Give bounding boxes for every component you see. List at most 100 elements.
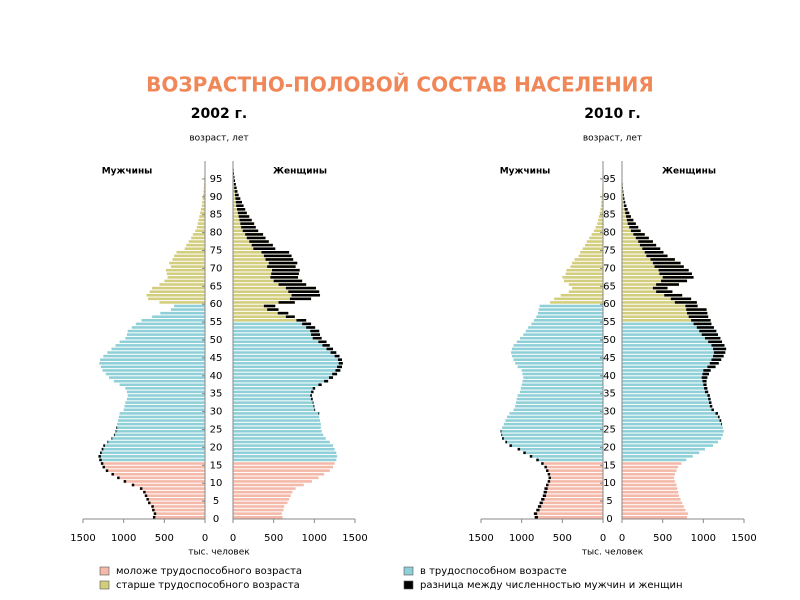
difference-bar [326, 347, 334, 351]
bar [536, 458, 603, 462]
difference-bar [623, 200, 626, 204]
bar [127, 394, 205, 397]
bar [513, 358, 603, 361]
difference-bar [151, 505, 154, 508]
bar [515, 404, 603, 408]
bar [151, 505, 205, 508]
bar [102, 465, 205, 469]
y-tick-label: 0 [606, 514, 612, 525]
bar [170, 265, 205, 268]
bar [196, 225, 205, 229]
bar [595, 225, 603, 229]
bar [537, 505, 603, 508]
x-axis-label: тыс. человек [188, 548, 250, 558]
difference-bar [708, 397, 711, 401]
y-tick-label: 80 [210, 228, 223, 239]
bar [159, 283, 205, 286]
difference-bar [505, 440, 508, 444]
x-tick-label: 0 [619, 533, 625, 544]
bar [533, 512, 603, 515]
bar [117, 419, 205, 422]
bar [521, 383, 603, 387]
bar [622, 447, 705, 451]
bar [537, 311, 603, 315]
bar [233, 462, 335, 465]
bar [195, 229, 205, 233]
difference-bar [100, 451, 102, 455]
bar [511, 351, 603, 354]
bar [233, 358, 342, 361]
bar [507, 415, 603, 419]
difference-bar [236, 204, 244, 208]
difference-bar [240, 222, 255, 225]
bar [233, 455, 338, 458]
bar [622, 326, 714, 329]
bar [174, 254, 205, 258]
difference-bar [625, 211, 630, 215]
bar [598, 215, 603, 218]
y-tick-label: 70 [603, 263, 616, 274]
difference-bar [626, 218, 634, 222]
bar [233, 469, 330, 472]
bar [563, 279, 603, 283]
bar [233, 440, 330, 444]
bar [191, 236, 205, 240]
y-tick-label: 55 [603, 317, 616, 328]
bar [233, 258, 294, 261]
bar [523, 333, 603, 336]
y-axis-label: возраст, лет [583, 134, 642, 144]
difference-bar [623, 197, 625, 200]
bar [233, 336, 322, 340]
bar [622, 498, 681, 501]
difference-bar [685, 304, 698, 308]
bar [164, 279, 205, 283]
bar [100, 358, 205, 361]
bar [233, 401, 314, 404]
bar [622, 412, 718, 415]
difference-bar [235, 200, 242, 204]
bar [165, 268, 205, 272]
x-tick-label: 1500 [468, 533, 493, 544]
bar [554, 297, 603, 301]
bar [233, 447, 335, 451]
bar [105, 372, 205, 376]
bar [233, 268, 300, 272]
y-tick-label: 50 [210, 335, 223, 346]
bar [622, 354, 724, 358]
bar [233, 254, 292, 258]
bar [533, 319, 603, 322]
chart-title: 2002 г. [191, 106, 247, 122]
difference-bar [707, 365, 716, 369]
bar [152, 286, 205, 290]
bar [622, 404, 713, 408]
bar [622, 390, 709, 394]
y-tick-label: 15 [210, 460, 223, 471]
bar [233, 315, 295, 319]
bar [516, 397, 603, 401]
bar [586, 240, 603, 243]
difference-bar [312, 401, 314, 404]
difference-bar [146, 498, 149, 501]
bar [622, 415, 720, 419]
bar [233, 494, 291, 498]
bar [233, 508, 284, 512]
difference-bar [544, 487, 548, 490]
difference-bar [702, 372, 710, 376]
difference-bar [644, 251, 664, 254]
bar [119, 340, 205, 344]
difference-bar [318, 412, 320, 415]
x-tick-label: 1000 [302, 533, 327, 544]
bar [107, 351, 205, 354]
bar [622, 279, 688, 283]
y-tick-label: 30 [603, 407, 616, 418]
difference-bar [656, 283, 679, 286]
y-tick-label: 5 [606, 496, 612, 507]
bar [233, 326, 316, 329]
bar [562, 276, 603, 279]
difference-bar [277, 311, 289, 315]
difference-bar [233, 179, 236, 182]
bar [622, 254, 668, 258]
y-tick-label: 20 [603, 442, 616, 453]
bar [126, 333, 205, 336]
difference-bar [312, 387, 316, 390]
